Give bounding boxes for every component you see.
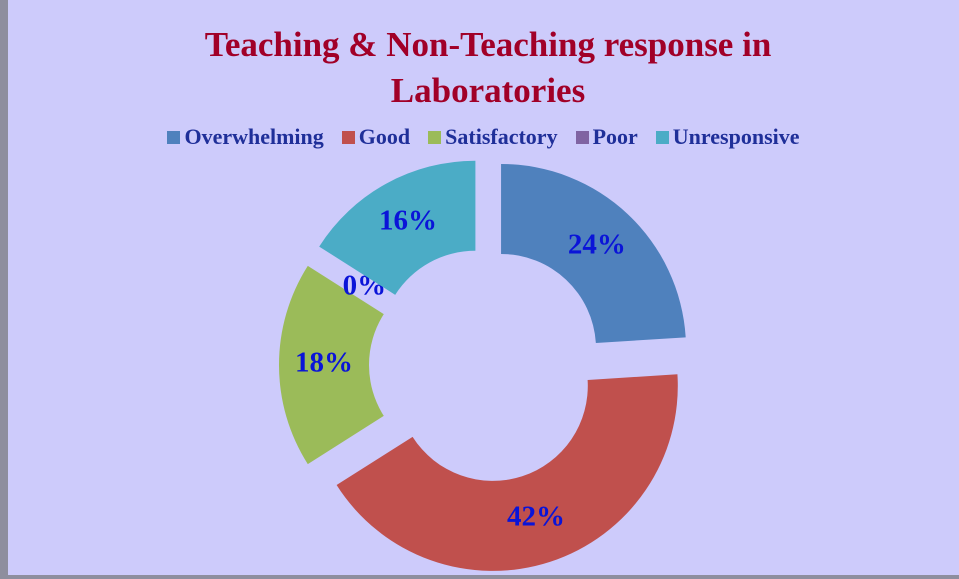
- legend-swatch: [341, 130, 355, 144]
- data-label: 16%: [379, 205, 437, 237]
- legend-label: Satisfactory: [445, 124, 558, 149]
- legend-label: Good: [358, 124, 411, 149]
- legend-swatch: [575, 130, 589, 144]
- legend-swatch: [167, 130, 181, 144]
- donut-segment: [336, 374, 678, 571]
- donut-segment: [279, 265, 384, 465]
- legend-label: Overwhelming: [184, 124, 324, 149]
- data-label: 18%: [295, 347, 353, 379]
- legend-swatch: [428, 130, 442, 144]
- legend-swatch: [655, 130, 669, 144]
- donut-segment: [501, 163, 686, 343]
- legend-label: Unresponsive: [672, 124, 800, 149]
- data-label: 24%: [568, 229, 626, 261]
- donut-segment: [319, 160, 476, 295]
- legend-item: Satisfactory: [428, 124, 558, 150]
- data-label: 42%: [507, 501, 565, 533]
- donut: 24%42%18%0%16%: [279, 160, 686, 571]
- legend-item: Overwhelming: [167, 124, 324, 150]
- chart-title: Teaching & Non-Teaching response in Labo…: [204, 25, 772, 110]
- legend-item: Poor: [575, 124, 638, 150]
- legend: Overwhelming Good Satisfactory Poor Unrespon…: [8, 124, 959, 150]
- legend-item: Good: [341, 124, 411, 150]
- legend-label: Poor: [592, 124, 638, 149]
- legend-item: Unresponsive: [655, 124, 800, 150]
